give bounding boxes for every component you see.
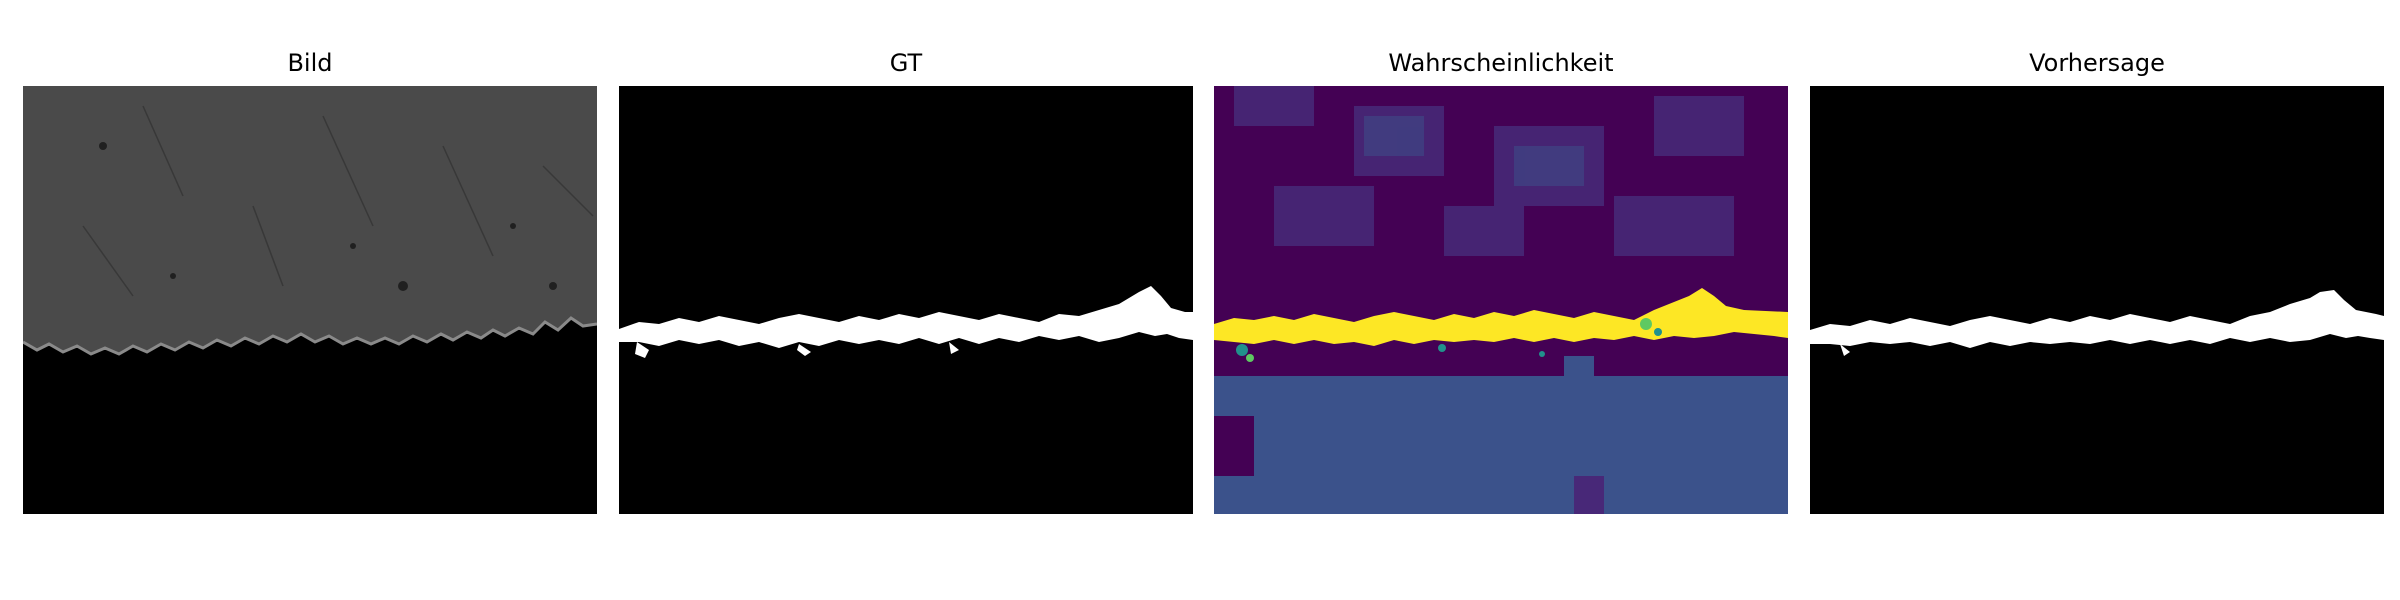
input-image xyxy=(23,86,597,514)
ground-truth-mask-graphic xyxy=(619,86,1193,514)
panel-title: Wahrscheinlichkeit xyxy=(1388,49,1614,77)
input-image-graphic xyxy=(23,86,597,514)
panel-title: GT xyxy=(889,49,923,77)
prediction-mask xyxy=(1810,86,2384,514)
probability-heatmap-graphic xyxy=(1214,86,1788,514)
panel-wahrscheinlichkeit: Wahrscheinlichkeit xyxy=(1214,0,1788,600)
panel-title: Vorhersage xyxy=(2029,49,2165,77)
ground-truth-mask xyxy=(619,86,1193,514)
panel-bild: Bild xyxy=(23,0,597,600)
probability-heatmap xyxy=(1214,86,1788,514)
panel-vorhersage: Vorhersage xyxy=(1810,0,2384,600)
panel-title: Bild xyxy=(287,49,333,77)
prediction-mask-graphic xyxy=(1810,86,2384,514)
panel-gt: GT xyxy=(619,0,1193,600)
